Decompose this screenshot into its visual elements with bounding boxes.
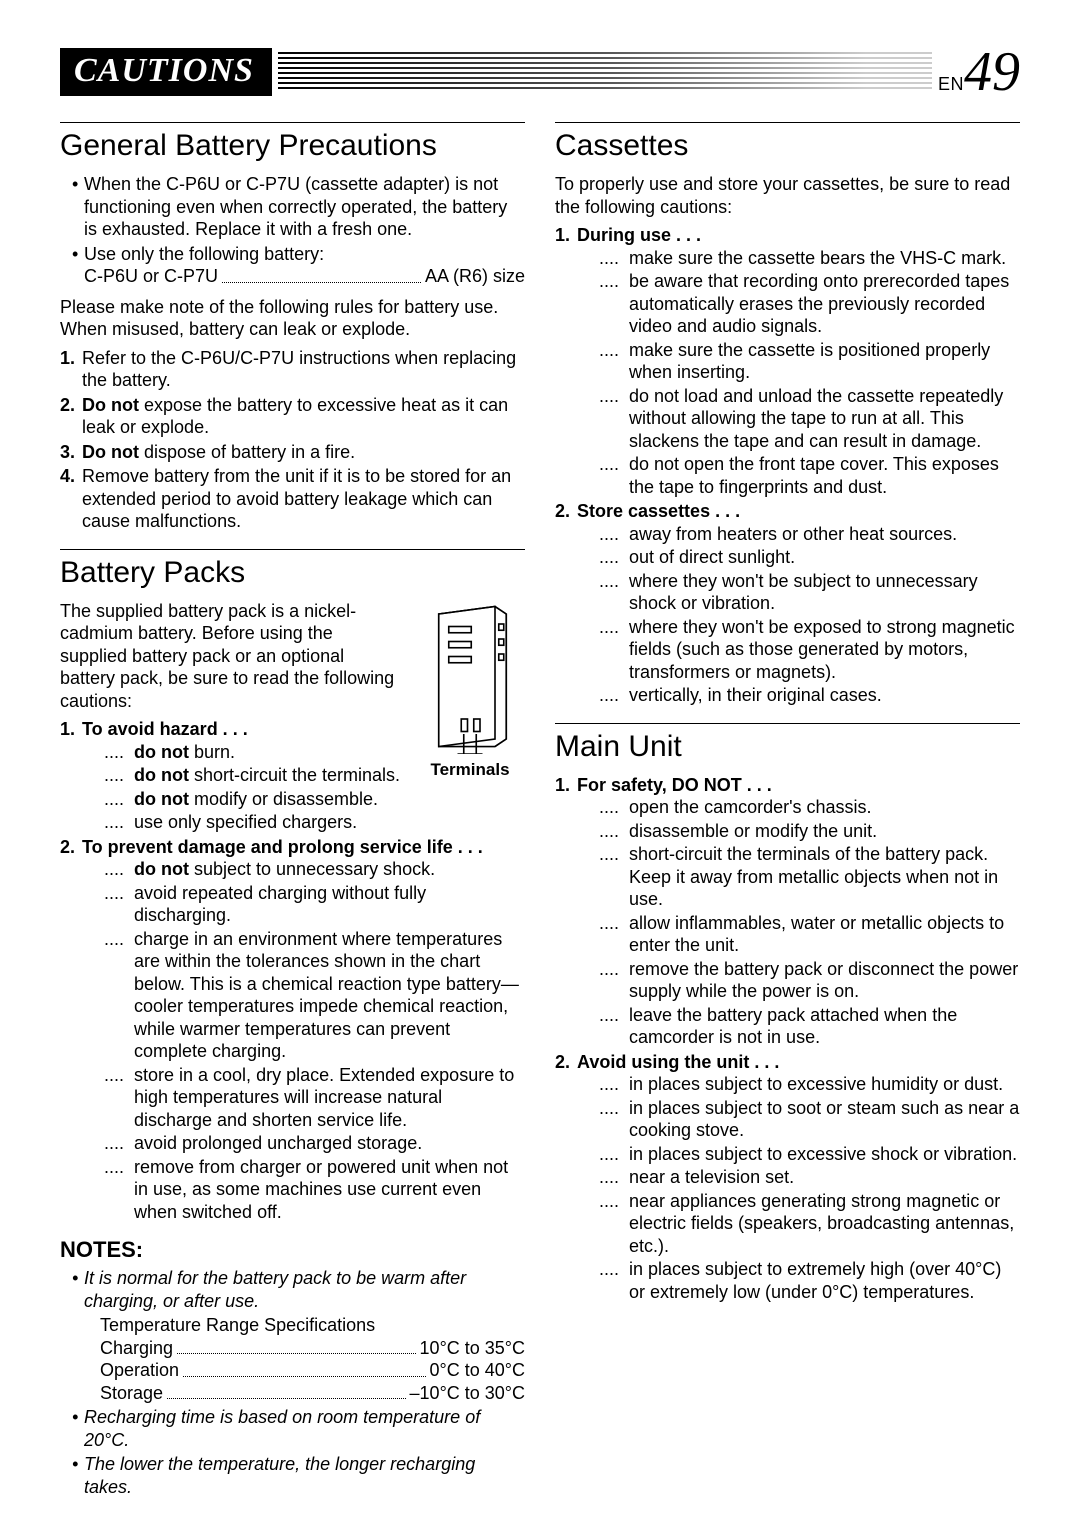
- group-for-safety: For safety, DO NOT . . . open the camcor…: [555, 774, 1020, 1049]
- group-hazard: To avoid hazard . . . do not burn. do no…: [60, 718, 525, 834]
- dot-item: do not burn.: [104, 741, 525, 764]
- main-unit-groups: For safety, DO NOT . . . open the camcor…: [555, 774, 1020, 1304]
- group-prevent-damage: To prevent damage and prolong service li…: [60, 836, 525, 1224]
- cautions-title: CAUTIONS: [60, 48, 272, 96]
- right-column: Cassettes To properly use and store your…: [555, 114, 1020, 1500]
- battery-packs-groups: To avoid hazard . . . do not burn. do no…: [60, 718, 525, 1223]
- dot-item: away from heaters or other heat sources.: [599, 523, 1020, 546]
- dot-item: avoid prolonged uncharged storage.: [104, 1132, 525, 1155]
- dot-item: do not load and unload the cassette repe…: [599, 385, 1020, 453]
- dot-item: in places subject to soot or steam such …: [599, 1097, 1020, 1142]
- dot-item: leave the battery pack attached when the…: [599, 1004, 1020, 1049]
- note-item: The lower the temperature, the longer re…: [72, 1453, 525, 1498]
- dot-item: do not short-circuit the terminals.: [104, 764, 525, 787]
- notes-heading: NOTES:: [60, 1237, 525, 1263]
- battery-precaution-bullets: When the C-P6U or C-P7U (cassette adapte…: [60, 173, 525, 288]
- dot-item: vertically, in their original cases.: [599, 684, 1020, 707]
- dot-item: make sure the cassette is positioned pro…: [599, 339, 1020, 384]
- dot-item: allow inflammables, water or metallic ob…: [599, 912, 1020, 957]
- header-gradient-stripes: [278, 52, 932, 92]
- dot-item: charge in an environment where temperatu…: [104, 928, 525, 1063]
- content-columns: General Battery Precautions When the C-P…: [60, 114, 1020, 1500]
- dot-item: use only specified chargers.: [104, 811, 525, 834]
- dot-item: short-circuit the terminals of the batte…: [599, 843, 1020, 911]
- notes-list: It is normal for the battery pack to be …: [60, 1267, 525, 1498]
- bullet-item: When the C-P6U or C-P7U (cassette adapte…: [72, 173, 525, 241]
- note-item: It is normal for the battery pack to be …: [72, 1267, 525, 1404]
- group-during-use: During use . . . make sure the cassette …: [555, 224, 1020, 498]
- rule-item: Remove battery from the unit if it is to…: [60, 465, 525, 533]
- bullet-item: Use only the following battery: C-P6U or…: [72, 243, 525, 288]
- temp-row: Storage–10°C to 30°C: [100, 1382, 525, 1405]
- dot-item: remove the battery pack or disconnect th…: [599, 958, 1020, 1003]
- dot-item: make sure the cassette bears the VHS-C m…: [599, 247, 1020, 270]
- dot-item: be aware that recording onto prerecorded…: [599, 270, 1020, 338]
- battery-rules-list: Refer to the C-P6U/C-P7U instructions wh…: [60, 347, 525, 533]
- section-title-battery-packs: Battery Packs: [60, 556, 525, 590]
- rule-item: Do not expose the battery to excessive h…: [60, 394, 525, 439]
- section-title-general-battery: General Battery Precautions: [60, 129, 525, 163]
- dot-item: in places subject to extremely high (ove…: [599, 1258, 1020, 1303]
- dot-item: near appliances generating strong magnet…: [599, 1190, 1020, 1258]
- page-header: CAUTIONS EN 49: [60, 40, 1020, 104]
- left-column: General Battery Precautions When the C-P…: [60, 114, 525, 1500]
- dot-item: out of direct sunlight.: [599, 546, 1020, 569]
- note-item: Recharging time is based on room tempera…: [72, 1406, 525, 1451]
- group-store-cassettes: Store cassettes . . . away from heaters …: [555, 500, 1020, 707]
- dot-item: where they won't be exposed to strong ma…: [599, 616, 1020, 684]
- dot-item: where they won't be subject to unnecessa…: [599, 570, 1020, 615]
- temp-row: Operation0°C to 40°C: [100, 1359, 525, 1382]
- dot-item: near a television set.: [599, 1166, 1020, 1189]
- dot-item: in places subject to excessive shock or …: [599, 1143, 1020, 1166]
- page-prefix: EN: [938, 74, 964, 95]
- battery-rules-intro: Please make note of the following rules …: [60, 296, 525, 341]
- tempspec-title: Temperature Range Specifications: [100, 1314, 525, 1337]
- dot-item: remove from charger or powered unit when…: [104, 1156, 525, 1224]
- dot-item: do not modify or disassemble.: [104, 788, 525, 811]
- dot-item: do not open the front tape cover. This e…: [599, 453, 1020, 498]
- rule-item: Refer to the C-P6U/C-P7U instructions wh…: [60, 347, 525, 392]
- dot-item: open the camcorder's chassis.: [599, 796, 1020, 819]
- page-number-value: 49: [964, 40, 1020, 104]
- dot-item: in places subject to excessive humidity …: [599, 1073, 1020, 1096]
- section-title-cassettes: Cassettes: [555, 129, 1020, 163]
- cassettes-groups: During use . . . make sure the cassette …: [555, 224, 1020, 707]
- cassettes-intro: To properly use and store your cassettes…: [555, 173, 1020, 218]
- dot-item: do not subject to unnecessary shock.: [104, 858, 525, 881]
- dot-item: avoid repeated charging without fully di…: [104, 882, 525, 927]
- page-number: EN 49: [938, 40, 1020, 104]
- group-avoid-using: Avoid using the unit . . . in places sub…: [555, 1051, 1020, 1304]
- temp-row: Charging10°C to 35°C: [100, 1337, 525, 1360]
- rule-item: Do not dispose of battery in a fire.: [60, 441, 525, 464]
- dot-item: disassemble or modify the unit.: [599, 820, 1020, 843]
- dot-item: store in a cool, dry place. Extended exp…: [104, 1064, 525, 1132]
- section-title-main-unit: Main Unit: [555, 730, 1020, 764]
